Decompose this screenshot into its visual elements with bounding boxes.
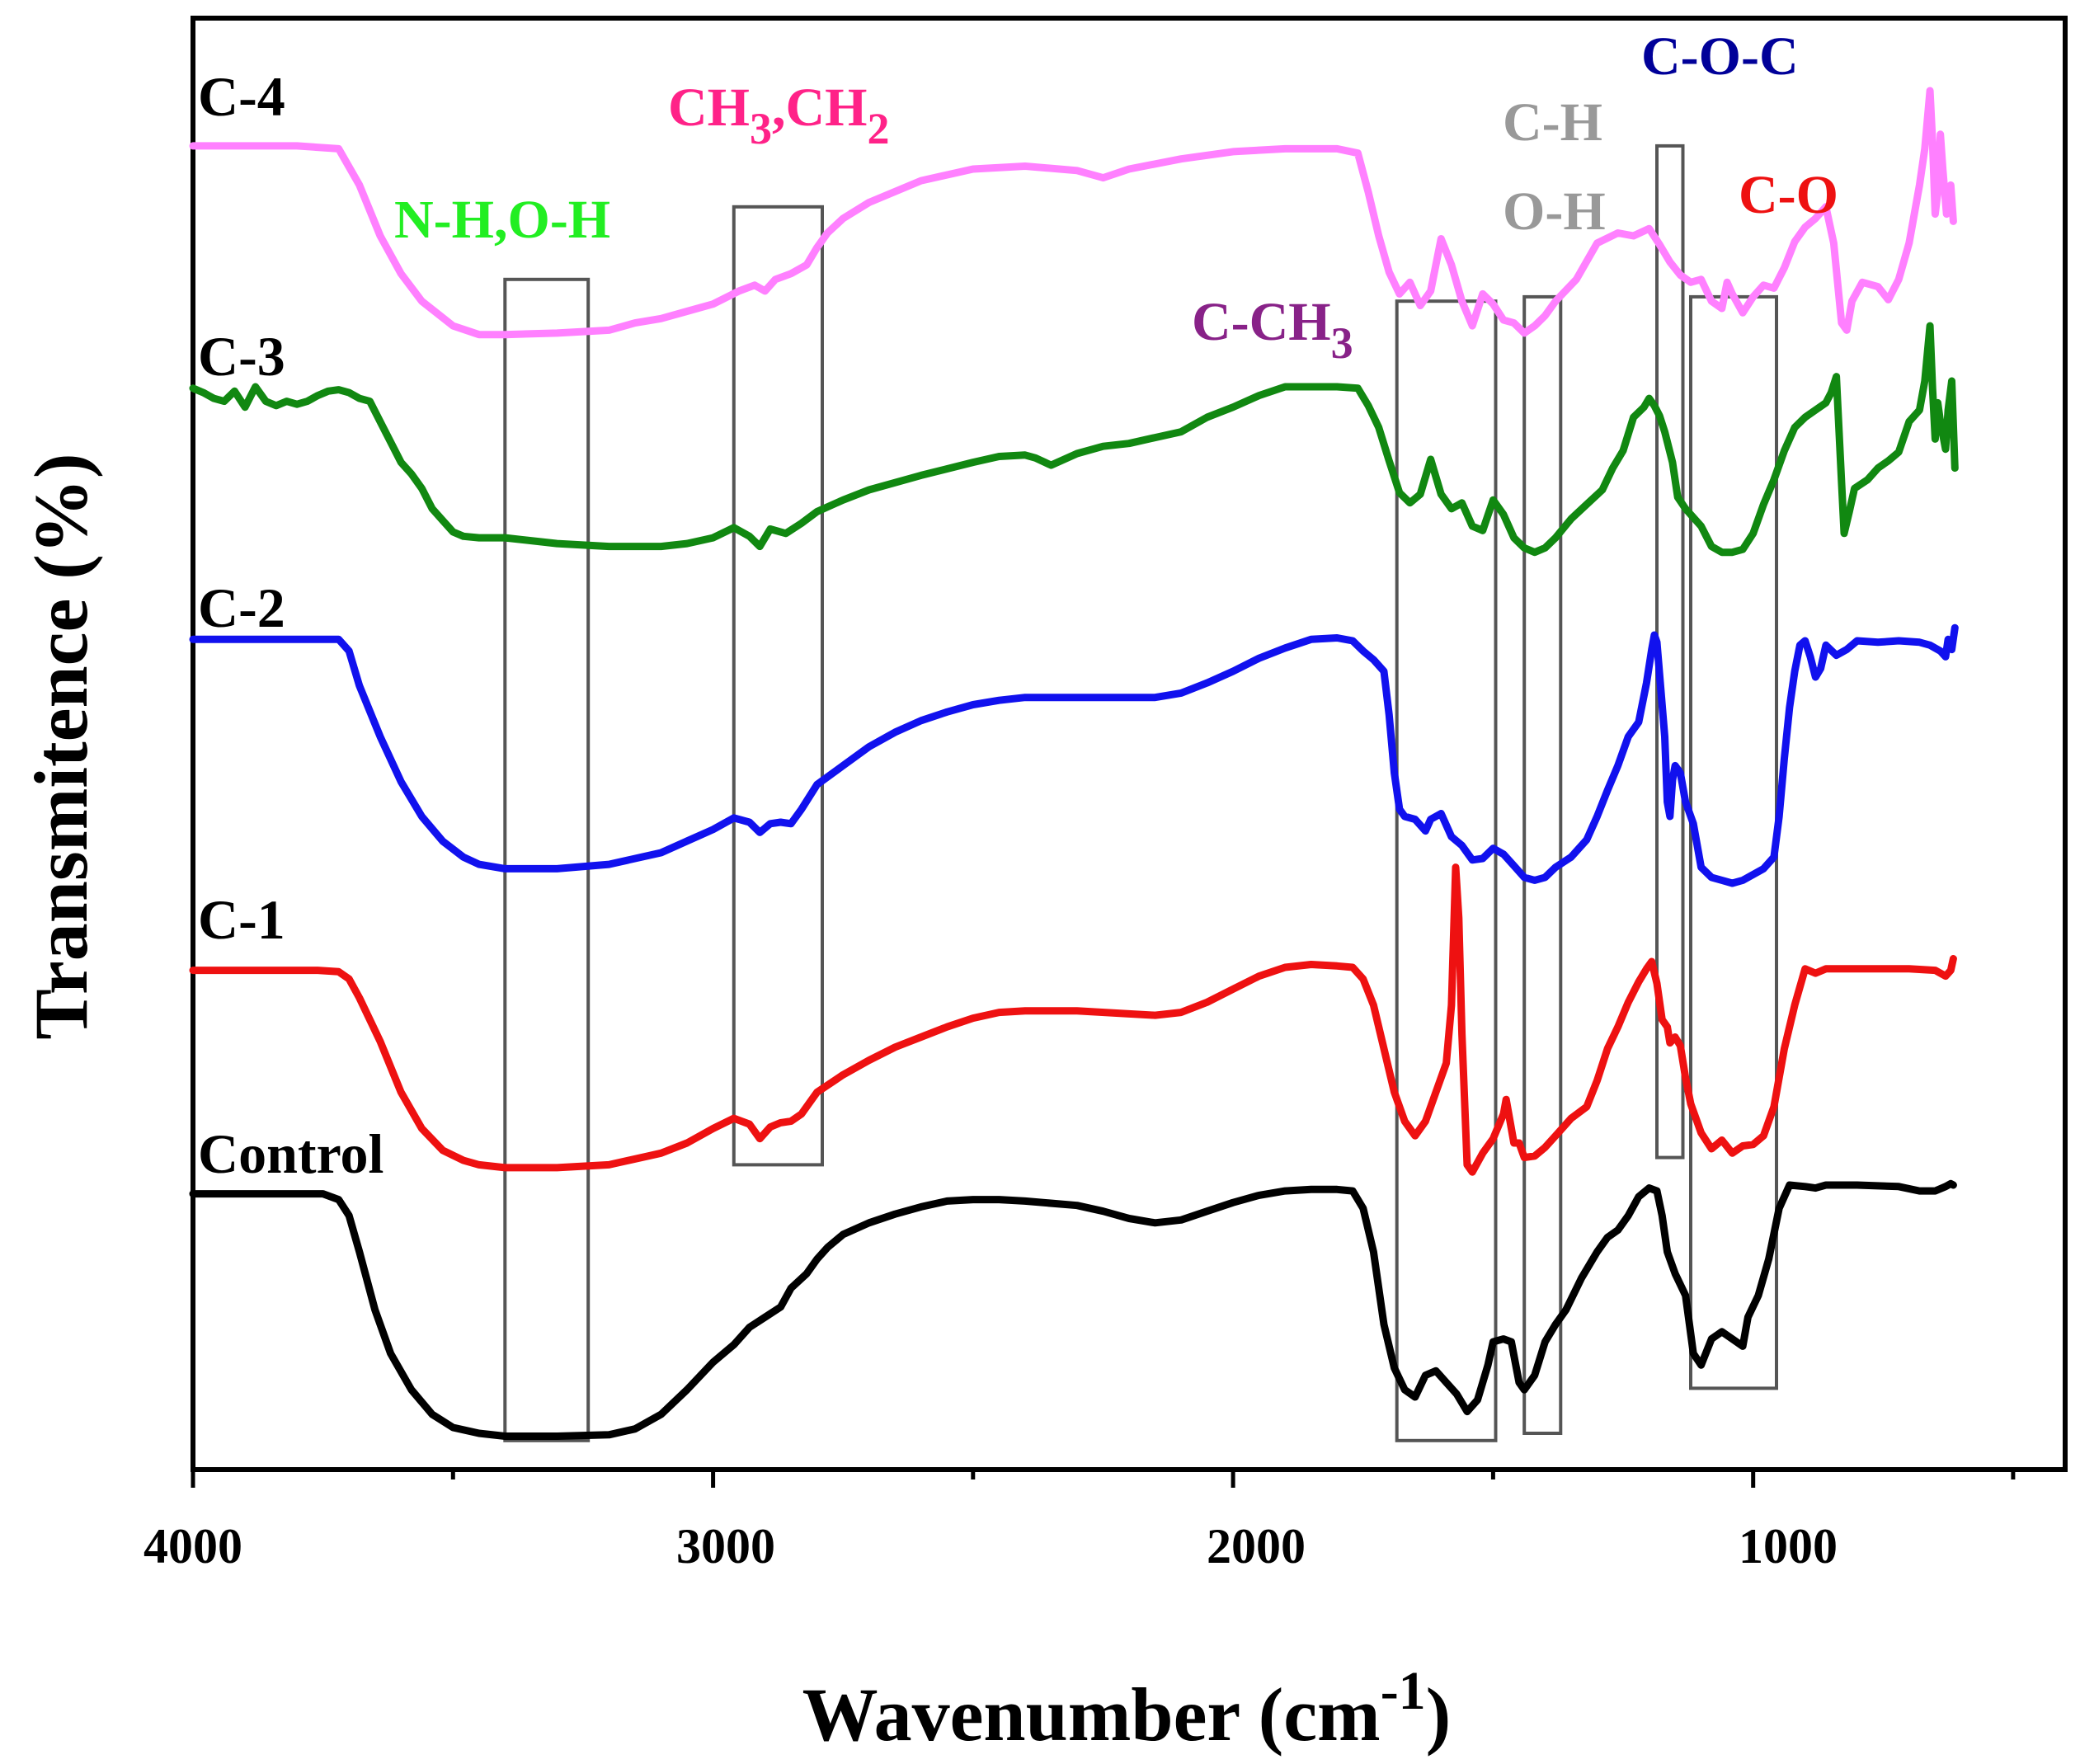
annotation-c-ch3: C-CH3 — [1192, 292, 1353, 368]
band-box-6 — [1689, 294, 1778, 1390]
series-label-c1: C-1 — [198, 888, 285, 951]
annotation-c-h: C-H — [1503, 92, 1602, 153]
series-line-c-2 — [189, 623, 1959, 887]
x-axis-ticks — [191, 1470, 2016, 1488]
annotation-ch3-ch2: CH3,CH2 — [668, 78, 890, 153]
plot-frame — [191, 16, 2068, 1472]
band-box-2 — [1395, 299, 1498, 1442]
series-line-c-3 — [189, 322, 1959, 557]
annotation-nh-oh: N-H,O-H — [394, 190, 610, 250]
band-boxes — [503, 143, 1778, 1442]
x-tick-label-2000: 2000 — [1207, 1519, 1306, 1573]
y-axis-title: Transmitence (%) — [19, 453, 103, 1039]
series-label-control: Control — [198, 1122, 384, 1185]
annotation-o-h: O-H — [1503, 181, 1606, 242]
x-tick-label-4000: 4000 — [144, 1519, 242, 1573]
x-tick-label-3000: 3000 — [676, 1519, 775, 1573]
annotation-c-o: C-O — [1739, 165, 1838, 225]
annotation-c-o-c: C-O-C — [1641, 26, 1799, 87]
series-label-c4: C-4 — [198, 65, 285, 128]
series-line-control — [189, 1179, 1957, 1440]
series-label-c3: C-3 — [198, 325, 285, 388]
band-box-1 — [732, 205, 824, 1167]
x-tick-label-1000: 1000 — [1739, 1519, 1838, 1573]
series-line-c-1 — [189, 863, 1957, 1176]
series-label-c2: C-2 — [198, 576, 285, 639]
series-lines — [189, 87, 1959, 1440]
series-line-c-4 — [189, 87, 1957, 339]
band-box-0 — [503, 277, 591, 1442]
x-axis-title: Wavenumber (cm-1) — [802, 1661, 1452, 1757]
